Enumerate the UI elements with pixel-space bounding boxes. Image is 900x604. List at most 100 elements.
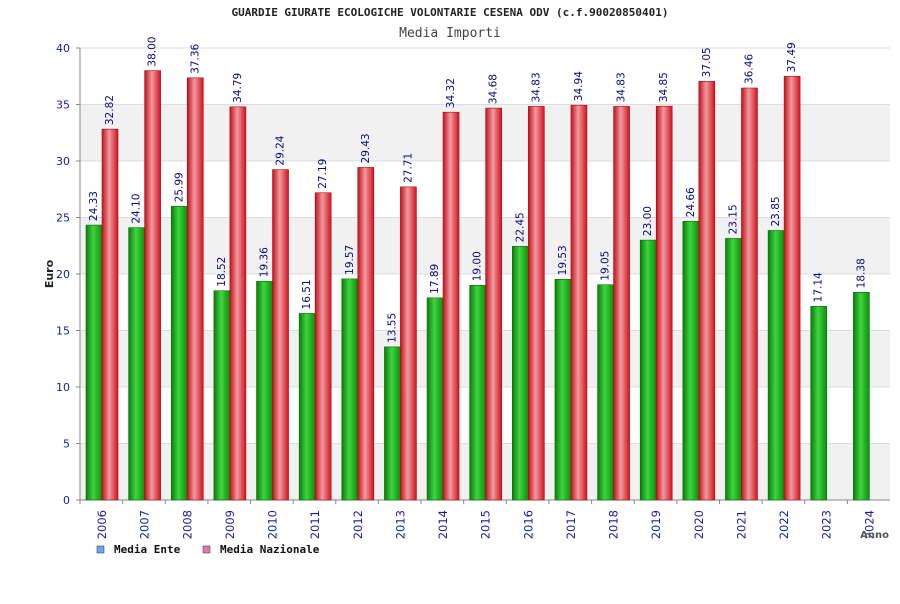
bar-media-ente bbox=[597, 284, 614, 501]
bar-media-nazionale bbox=[357, 167, 375, 501]
x-tick-label: 2012 bbox=[351, 510, 365, 539]
bar-media-ente bbox=[256, 280, 273, 501]
data-label: 36.46 bbox=[743, 54, 755, 84]
bar-media-ente bbox=[170, 206, 188, 501]
data-label: 19.36 bbox=[259, 247, 271, 277]
data-label: 22.45 bbox=[514, 212, 526, 242]
x-axis-ticks: 2006 2007 2008 2009 2010 2011 2012 2013 2014 2015… bbox=[79, 500, 876, 539]
bar-media-ente bbox=[426, 297, 444, 501]
data-label: 27.19 bbox=[317, 159, 329, 189]
data-label: 34.68 bbox=[488, 74, 500, 104]
bar-media-nazionale bbox=[442, 111, 460, 501]
data-label: 18.38 bbox=[855, 258, 867, 288]
x-tick-label: 2017 bbox=[564, 510, 578, 539]
bar-media-ente bbox=[469, 284, 486, 501]
bar-media-ente bbox=[85, 224, 103, 501]
bar-media-ente bbox=[725, 238, 742, 501]
bar-media-ente bbox=[767, 230, 785, 501]
data-label: 32.82 bbox=[104, 95, 116, 125]
data-label: 25.99 bbox=[173, 172, 185, 202]
x-tick-label: 2006 bbox=[95, 510, 109, 539]
data-label: 24.10 bbox=[131, 194, 143, 224]
x-tick-label: 2014 bbox=[436, 510, 450, 539]
bar-media-nazionale bbox=[655, 105, 673, 501]
data-label: 27.71 bbox=[402, 153, 414, 183]
bar-media-ente bbox=[128, 227, 145, 501]
x-tick-label: 2015 bbox=[479, 510, 493, 539]
data-label: 34.32 bbox=[445, 78, 457, 108]
y-tick-label: 10 bbox=[56, 381, 70, 394]
x-tick-label: 2021 bbox=[734, 510, 748, 539]
data-label: 24.66 bbox=[685, 187, 697, 217]
bar-media-nazionale bbox=[272, 169, 289, 501]
x-tick-label: 2022 bbox=[777, 510, 791, 539]
bar-media-nazionale bbox=[528, 106, 545, 501]
bar-media-nazionale bbox=[485, 107, 502, 501]
legend-swatch-media-ente bbox=[96, 545, 105, 554]
data-label: 17.14 bbox=[813, 272, 825, 302]
bar-media-nazionale bbox=[144, 70, 161, 501]
bar-media-nazionale bbox=[698, 81, 716, 501]
y-tick-label: 40 bbox=[56, 42, 70, 55]
data-label: 19.05 bbox=[600, 251, 612, 281]
data-label: 19.00 bbox=[472, 251, 484, 281]
data-label: 34.83 bbox=[616, 72, 628, 102]
x-tick-label: 2018 bbox=[607, 510, 621, 539]
x-tick-label: 2019 bbox=[649, 510, 663, 539]
x-tick-label: 2013 bbox=[393, 510, 407, 539]
data-label: 18.52 bbox=[216, 257, 228, 287]
y-tick-label: 0 bbox=[63, 494, 70, 507]
bar-media-ente bbox=[384, 346, 401, 501]
data-label: 17.89 bbox=[429, 264, 441, 294]
bar-media-ente bbox=[853, 292, 870, 501]
x-tick-label: 2024 bbox=[862, 510, 876, 539]
legend-label-media-nazionale: Media Nazionale bbox=[220, 543, 320, 556]
bar-media-nazionale bbox=[229, 106, 247, 501]
legend-swatch-media-nazionale bbox=[202, 545, 211, 554]
y-axis-ticks: 0 5 10 15 20 25 30 35 40 bbox=[56, 42, 80, 507]
y-tick-label: 30 bbox=[56, 155, 70, 168]
x-tick-label: 2007 bbox=[138, 510, 152, 539]
y-tick-label: 5 bbox=[63, 438, 70, 451]
legend: Media Ente Media Nazionale bbox=[96, 543, 320, 556]
data-label: 34.85 bbox=[658, 72, 670, 102]
data-label: 37.36 bbox=[189, 43, 201, 73]
data-label: 37.05 bbox=[701, 47, 713, 77]
data-label: 29.43 bbox=[360, 133, 372, 163]
y-tick-label: 35 bbox=[56, 99, 70, 112]
x-tick-label: 2023 bbox=[820, 510, 834, 539]
bar-media-nazionale bbox=[783, 76, 801, 501]
data-label: 34.94 bbox=[573, 71, 585, 101]
data-label: 37.49 bbox=[786, 42, 798, 72]
data-label: 16.51 bbox=[301, 279, 313, 309]
y-tick-label: 25 bbox=[56, 212, 70, 225]
bar-media-nazionale bbox=[314, 192, 332, 501]
x-tick-label: 2009 bbox=[223, 510, 237, 539]
bar-media-ente bbox=[639, 239, 657, 501]
bar-media-ente bbox=[341, 278, 359, 501]
bar-labels: 24.33 24.10 25.99 18.52 19.36 16.51 19.57 13.55… bbox=[88, 37, 867, 343]
data-label: 23.15 bbox=[727, 204, 739, 234]
x-tick-label: 2008 bbox=[180, 510, 194, 539]
chart-title: GUARDIE GIURATE ECOLOGICHE VOLONTARIE CE… bbox=[231, 6, 668, 19]
x-axis-label: Anno bbox=[860, 530, 889, 541]
x-tick-label: 2010 bbox=[266, 510, 280, 539]
data-label: 34.79 bbox=[232, 73, 244, 103]
data-label: 38.00 bbox=[147, 37, 159, 67]
bar-media-ente bbox=[512, 246, 529, 501]
y-tick-label: 20 bbox=[56, 268, 70, 281]
bar-media-nazionale bbox=[613, 106, 630, 501]
data-label: 23.85 bbox=[770, 196, 782, 226]
x-tick-label: 2016 bbox=[521, 510, 535, 539]
bar-media-ente bbox=[810, 306, 828, 501]
bar-media-ente bbox=[682, 221, 700, 501]
bar-media-ente bbox=[554, 279, 572, 501]
data-label: 23.00 bbox=[642, 206, 654, 236]
y-axis-label: Euro bbox=[43, 259, 56, 288]
bar-media-nazionale bbox=[570, 104, 588, 501]
chart-subtitle: Media Importi bbox=[399, 26, 501, 41]
x-tick-label: 2011 bbox=[308, 510, 322, 539]
x-tick-label: 2020 bbox=[692, 510, 706, 539]
